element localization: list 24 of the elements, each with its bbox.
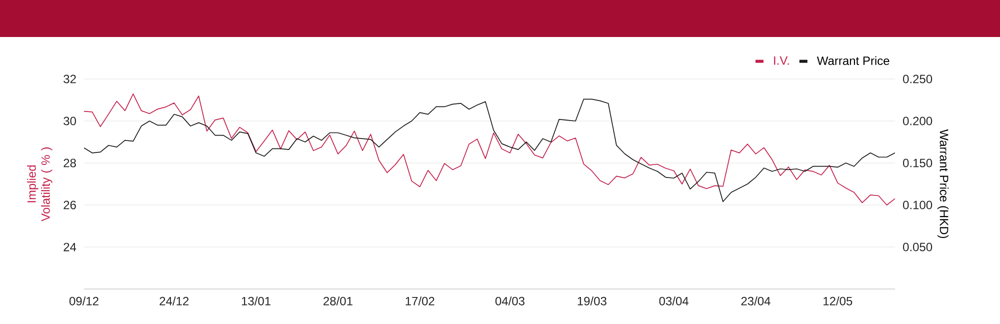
y2-tick-label: 0.100 bbox=[903, 200, 932, 210]
y2-tick-label: 0.250 bbox=[903, 74, 932, 84]
x-tick-label: 04/03 bbox=[495, 296, 524, 306]
x-tick-label: 17/02 bbox=[406, 296, 434, 306]
y2-tick-label: 0.050 bbox=[903, 242, 932, 252]
x-tick-label: 19/03 bbox=[578, 296, 606, 306]
y2-tick-label: 0.150 bbox=[903, 158, 932, 168]
x-tick-label: 23/04 bbox=[741, 296, 770, 306]
legend-label: Warrant Price bbox=[816, 56, 890, 66]
x-tick-label: 09/12 bbox=[69, 296, 98, 306]
y2-axis-title: Warrant Price (HKD) bbox=[937, 129, 949, 238]
y2-tick-label: 0.200 bbox=[903, 116, 932, 126]
x-tick-label: 03/04 bbox=[659, 296, 688, 306]
legend-label: I.V. bbox=[774, 56, 789, 65]
y-tick-label: 28 bbox=[64, 158, 76, 168]
y-axis-title: Implied Volatility ( % ) bbox=[27, 147, 52, 222]
y-tick-label: 30 bbox=[64, 116, 76, 126]
y-tick-label: 26 bbox=[64, 200, 76, 210]
y-tick-label: 32 bbox=[64, 74, 76, 84]
y-tick-label: 24 bbox=[64, 242, 76, 252]
x-tick-label: 24/12 bbox=[160, 296, 189, 306]
x-tick-label: 13/01 bbox=[242, 296, 270, 306]
x-tick-label: 12/05 bbox=[824, 296, 852, 306]
x-tick-label: 28/01 bbox=[324, 296, 352, 306]
